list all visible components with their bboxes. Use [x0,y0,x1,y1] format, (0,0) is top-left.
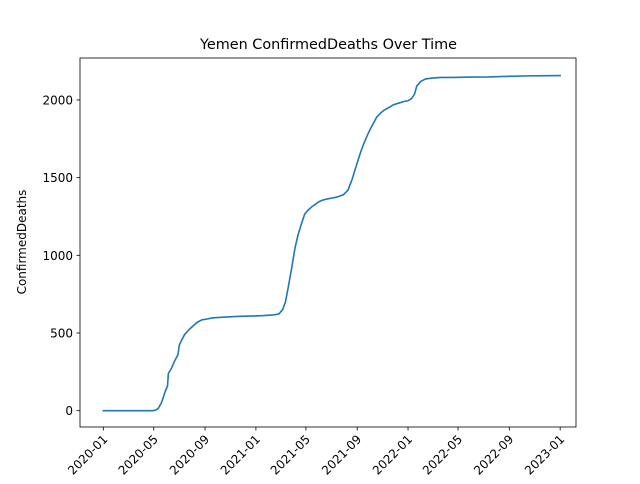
plot-area-frame [79,57,577,428]
y-tick-label: 1000 [42,249,73,263]
y-tick-label: 2000 [42,93,73,107]
y-axis-label: ConfirmedDeaths [15,190,29,295]
y-tick-label: 0 [65,404,73,418]
series-layer [102,74,561,412]
y-tick-label: 1500 [42,171,73,185]
y-tick-label: 500 [50,327,73,341]
chart-title: Yemen ConfirmedDeaths Over Time [199,37,457,53]
series-line-0 [102,74,561,412]
